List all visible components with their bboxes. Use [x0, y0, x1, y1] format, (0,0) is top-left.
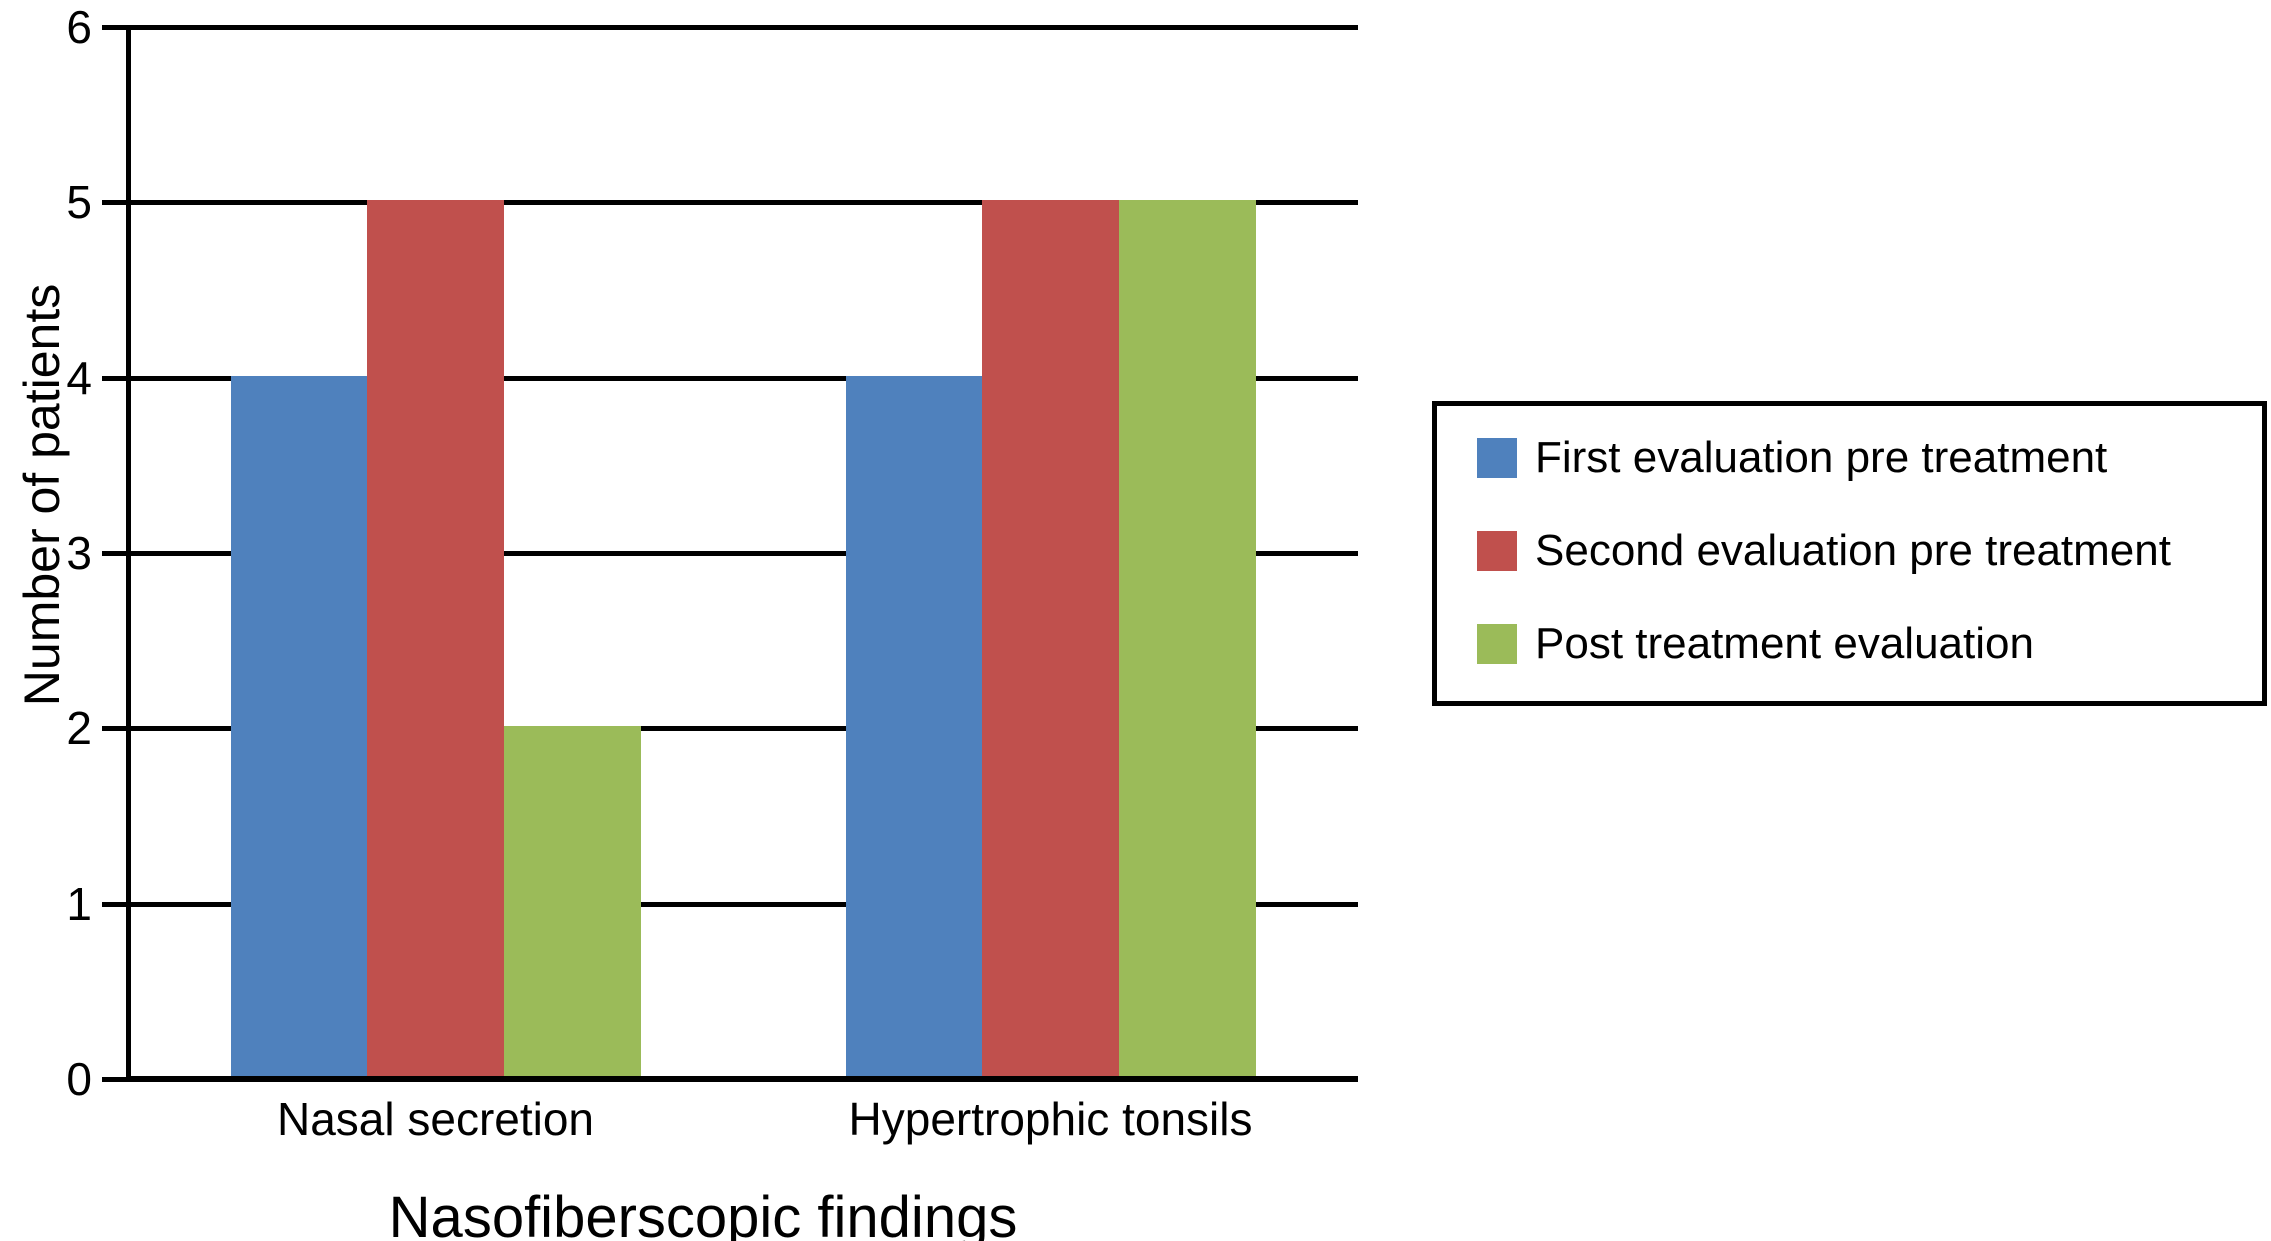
y-tick-label-0: 0 [66, 1053, 92, 1105]
bar-series2-cat1 [1119, 200, 1256, 1081]
y-tick-mark-4 [102, 376, 128, 381]
legend-item-2: Post treatment evaluation [1477, 620, 2252, 668]
y-tick-label-6: 6 [66, 1, 92, 53]
x-axis-title: Nasofiberscopic findings [388, 1185, 1018, 1241]
gridline-1 [128, 902, 1358, 907]
y-tick-label-3: 3 [66, 527, 92, 579]
gridline-3 [128, 551, 1358, 556]
y-axis-title: Number of patients [14, 283, 70, 707]
x-category-label-1: Hypertrophic tonsils [848, 1093, 1253, 1145]
gridline-4 [128, 376, 1358, 381]
y-tick-mark-0 [102, 1077, 128, 1082]
legend-swatch-1 [1477, 531, 1517, 571]
y-tick-mark-6 [102, 25, 128, 30]
legend: First evaluation pre treatment Second eva… [1432, 401, 2267, 706]
y-tick-label-2: 2 [66, 702, 92, 754]
y-tick-label-5: 5 [66, 176, 92, 228]
legend-swatch-0 [1477, 438, 1517, 478]
y-tick-mark-1 [102, 902, 128, 907]
x-axis-line [128, 1076, 1358, 1082]
bar-series1-cat0 [367, 200, 504, 1081]
legend-label-1: Second evaluation pre treatment [1535, 526, 2171, 575]
legend-swatch-2 [1477, 624, 1517, 664]
y-tick-mark-5 [102, 200, 128, 205]
legend-label-0: First evaluation pre treatment [1535, 433, 2108, 482]
legend-label-2: Post treatment evaluation [1535, 619, 2034, 668]
x-category-label-0: Nasal secretion [276, 1093, 595, 1145]
legend-item-0: First evaluation pre treatment [1477, 434, 2252, 482]
y-tick-label-1: 1 [66, 878, 92, 930]
gridline-6 [128, 25, 1358, 30]
legend-item-1: Second evaluation pre treatment [1477, 527, 2252, 575]
gridline-2 [128, 726, 1358, 731]
y-tick-mark-3 [102, 551, 128, 556]
bar-series1-cat1 [982, 200, 1119, 1081]
y-tick-label-4: 4 [66, 352, 92, 404]
bar-series0-cat1 [846, 376, 983, 1081]
y-tick-mark-2 [102, 726, 128, 731]
bar-series0-cat0 [231, 376, 368, 1081]
y-axis-line [126, 25, 131, 1082]
gridline-5 [128, 200, 1358, 205]
bar-series2-cat0 [504, 726, 641, 1081]
